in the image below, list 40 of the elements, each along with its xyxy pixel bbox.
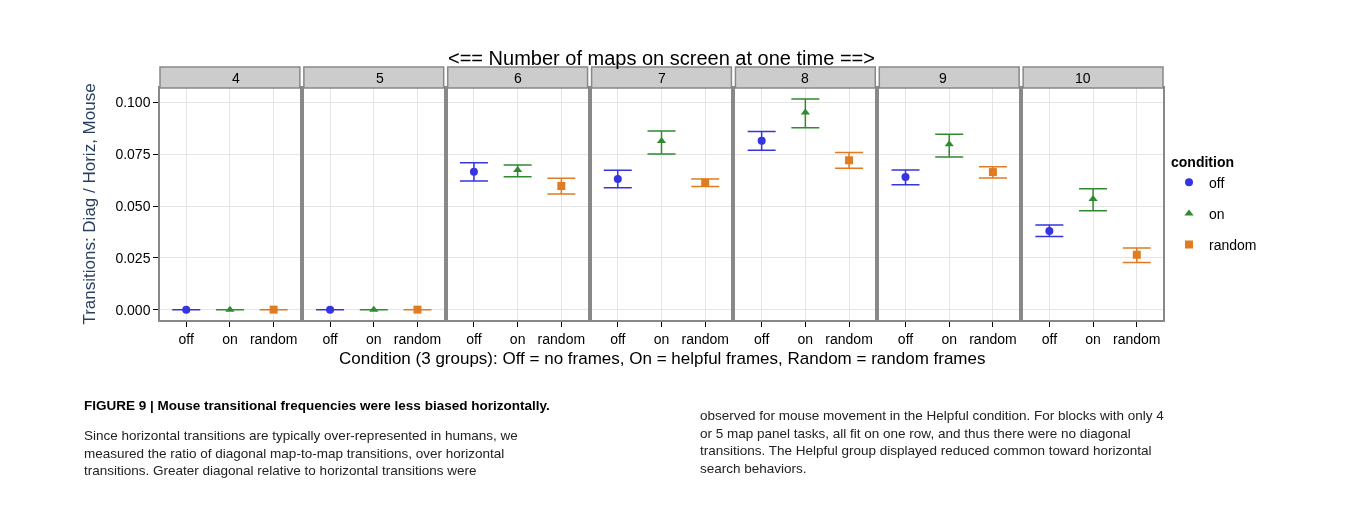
text: <== Number of maps on screen at one time ==>: [448, 47, 875, 69]
chart-title: 9: [939, 70, 947, 86]
y-axis-title: Transitions: Diag / Horiz, Mouse: [80, 83, 100, 325]
x-tick-label: on: [941, 330, 957, 347]
x-tick-label: on: [1085, 330, 1101, 347]
y-tick-label: 0.075: [115, 146, 151, 163]
x-axis-title: Condition (3 groups): Off = no frames, On = helpful frames, Random = random frames: [339, 349, 986, 368]
legend-title: condition: [1171, 153, 1234, 170]
x-tick-label: off: [753, 330, 770, 347]
chart-title: 7: [658, 70, 666, 86]
x-tick-label: on: [222, 330, 238, 347]
x-tick-label: off: [897, 330, 914, 347]
x-tick-label: random: [1113, 330, 1161, 347]
x-tick-label: random: [249, 330, 298, 347]
x-tick-label: off: [178, 330, 194, 347]
x-tick-label: random: [393, 330, 442, 347]
legend-label: random: [1209, 237, 1257, 254]
legend-label: on: [1209, 205, 1225, 222]
x-tick-label: random: [825, 330, 873, 347]
x-tick-label: on: [653, 330, 670, 347]
y-tick-label: 0.025: [115, 249, 151, 266]
x-tick-label: random: [681, 330, 729, 347]
y-tick-label: 0.100: [115, 94, 151, 111]
chart-title: 4: [232, 70, 240, 86]
chart-title: 8: [801, 70, 809, 86]
x-tick-label: random: [537, 330, 586, 347]
chart-title: 5: [376, 70, 384, 86]
x-tick-label: on: [366, 330, 382, 347]
chart-title: 10: [1075, 70, 1091, 86]
x-tick-label: random: [969, 330, 1017, 347]
legend-label: off: [1209, 174, 1225, 191]
x-tick-label: off: [322, 330, 338, 347]
y-tick-label: 0.000: [115, 301, 151, 318]
chart-title: 6: [514, 70, 522, 86]
y-tick-label: 0.050: [115, 197, 151, 214]
x-tick-label: off: [610, 330, 626, 347]
x-tick-label: off: [1041, 330, 1058, 347]
x-tick-label: on: [797, 330, 814, 347]
x-tick-label: off: [466, 330, 482, 347]
x-tick-label: on: [509, 330, 526, 347]
